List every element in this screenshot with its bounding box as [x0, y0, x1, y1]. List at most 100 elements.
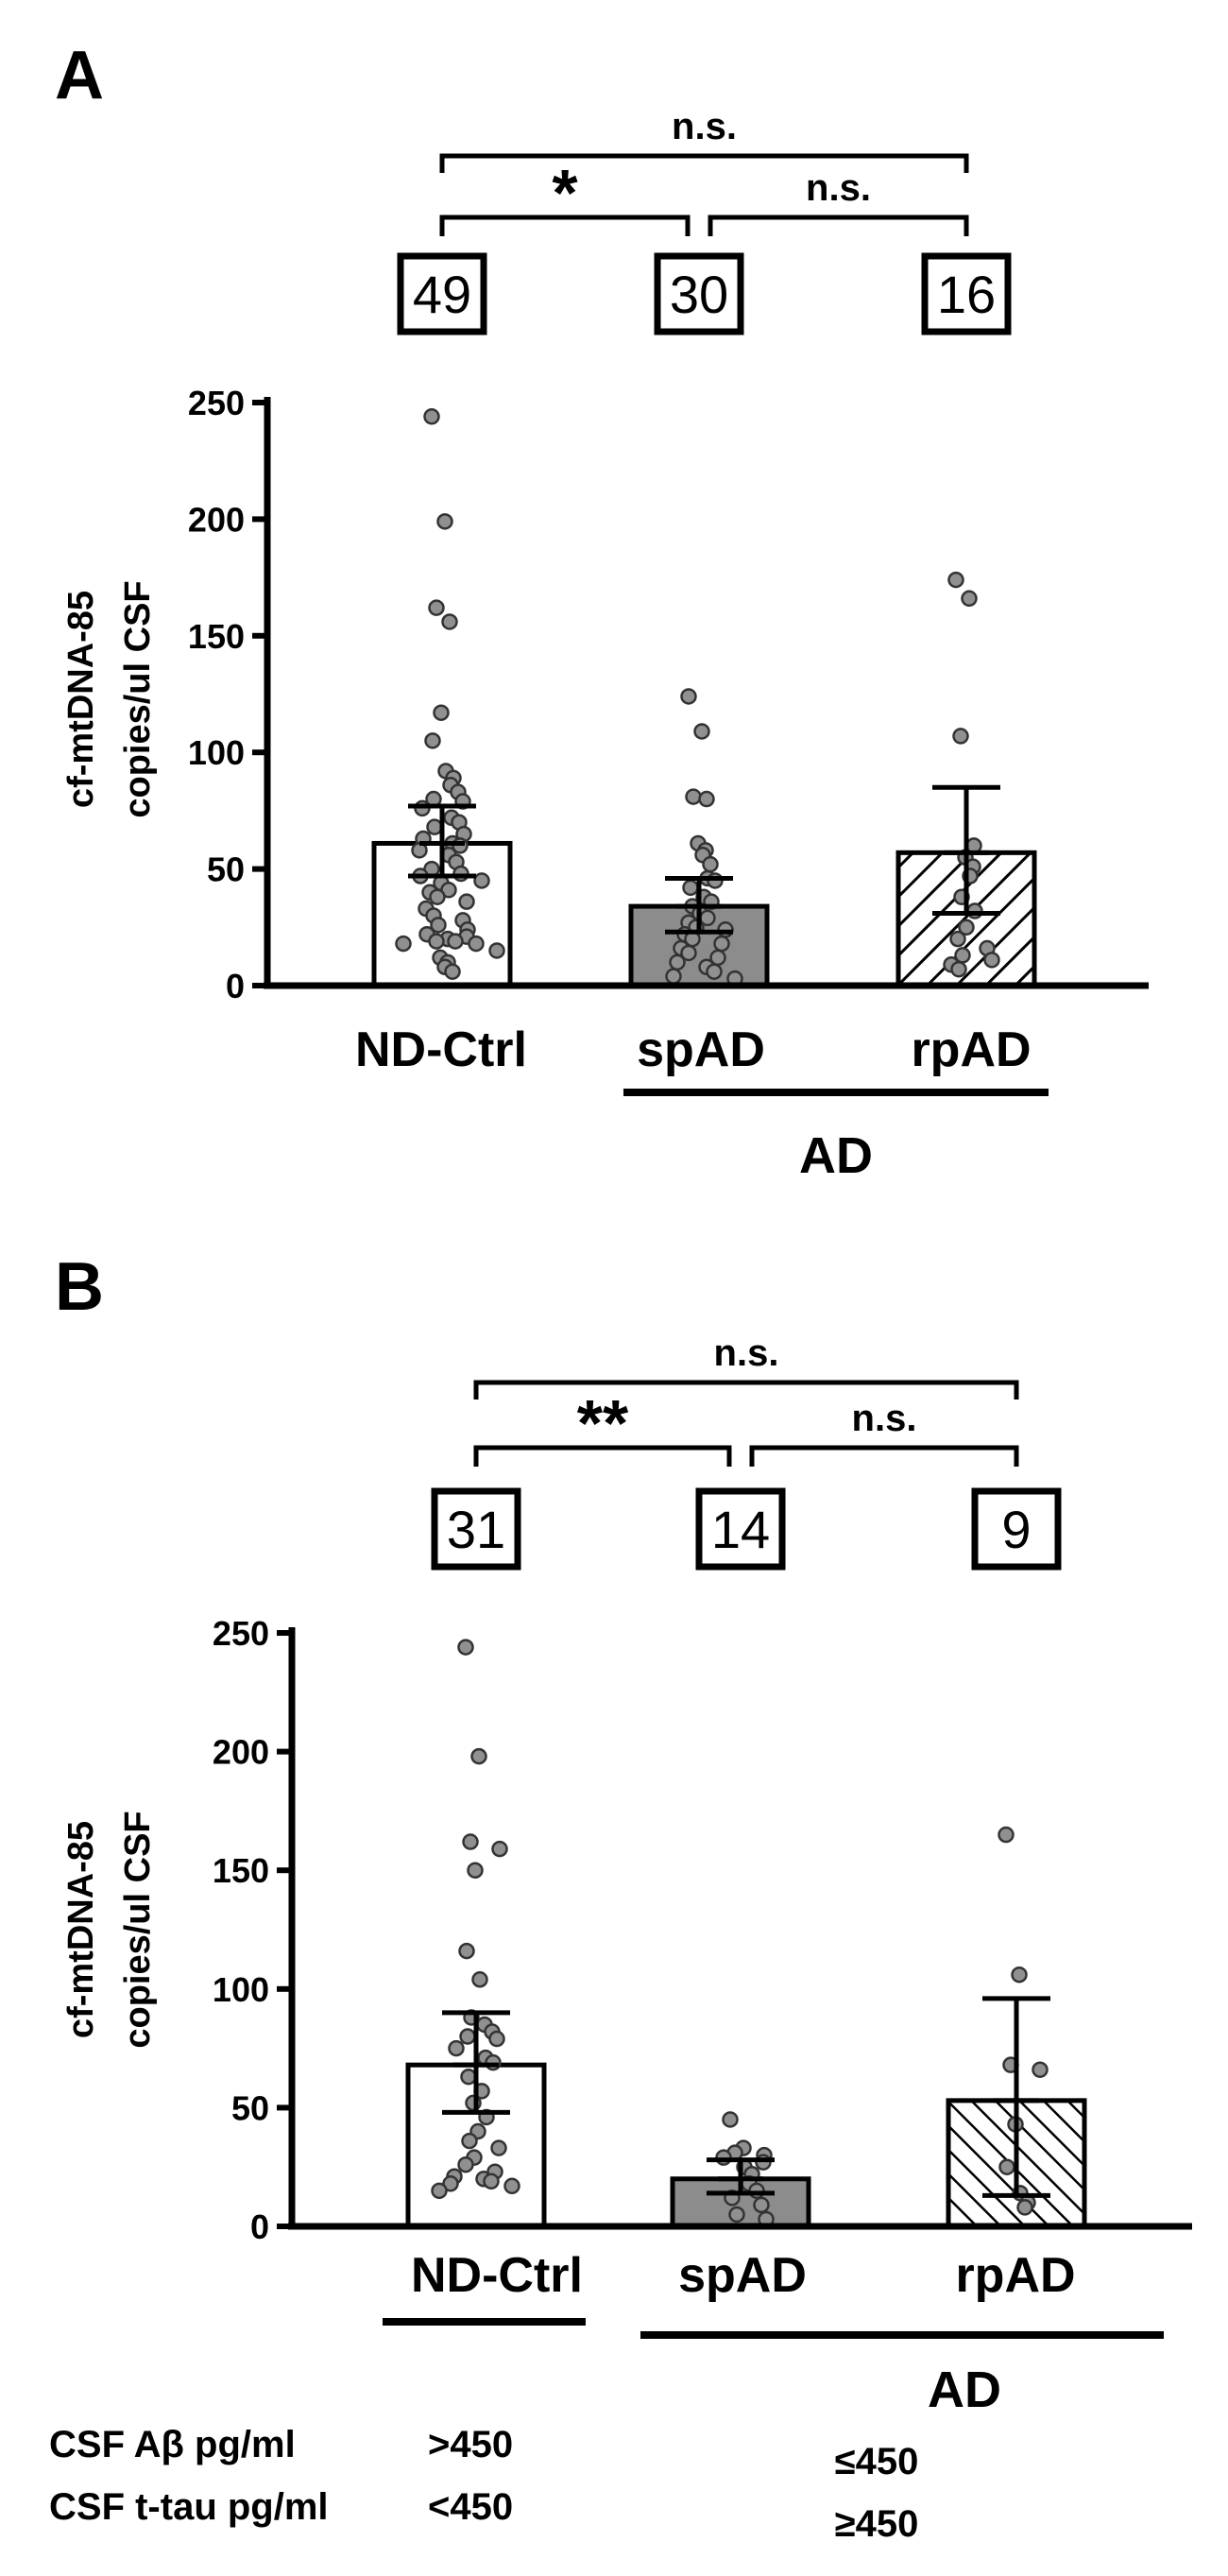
x-category-label: ND-Ctrl: [355, 1022, 527, 1077]
data-point: [468, 935, 485, 953]
sample-size-count: 16: [937, 265, 996, 324]
criteria-ctrl-value: <450: [428, 2486, 513, 2528]
data-point: [460, 2068, 477, 2086]
bracket-line: [439, 215, 691, 236]
data-point: [461, 2132, 478, 2150]
error-bar: [442, 2010, 510, 2115]
data-point: [442, 2175, 459, 2192]
y-tick-label: 100: [213, 1970, 269, 2009]
panel-a: A * n.s. n.s. 49 30 16 cf-mtDNA-85 copies/ul CSF…: [55, 38, 1149, 1184]
data-point: [685, 788, 702, 805]
data-point: [462, 1833, 479, 1850]
bracket-line: [749, 1445, 1019, 1467]
data-point: [755, 2154, 772, 2171]
data-point: [961, 590, 978, 608]
x-category-label: spAD: [678, 2248, 807, 2303]
ad-group-label: AD: [799, 1127, 873, 1184]
y-tick-label: 200: [213, 1733, 269, 1772]
data-point: [958, 919, 975, 936]
data-point: [702, 855, 719, 873]
y-tick-label: 0: [250, 2207, 269, 2246]
y-tick-label: 150: [188, 617, 245, 656]
data-point: [424, 732, 441, 749]
sample-size-count: 9: [1001, 1500, 1031, 1559]
bracket-label: n.s.: [672, 106, 737, 147]
criteria-ctrl-value: >450: [428, 2424, 513, 2465]
criteria-ad-value: ≥450: [835, 2503, 919, 2545]
ad-group-label: AD: [928, 2361, 1001, 2418]
y-axis-label: cf-mtDNA-85: [61, 591, 101, 808]
error-bar: [932, 784, 1000, 916]
error-bar: [707, 2157, 775, 2196]
data-point: [1032, 2061, 1049, 2078]
data-point: [458, 1942, 475, 1960]
y-tick-label: 50: [207, 850, 245, 889]
significance-bracket: n.s.: [473, 1332, 1019, 1400]
count-box-frame: [431, 1487, 521, 1571]
data-point: [728, 2206, 745, 2224]
data-point: [431, 2182, 448, 2200]
data-point: [423, 408, 440, 425]
data-point: [947, 571, 964, 589]
data-point: [448, 2039, 465, 2057]
significance-bracket: n.s.: [749, 1398, 1019, 1467]
data-point: [680, 944, 697, 962]
data-point: [693, 723, 710, 740]
bracket-label: n.s.: [806, 167, 871, 209]
data-point: [428, 933, 445, 950]
bracket-label: *: [552, 156, 578, 230]
y-tick-label: 200: [188, 500, 245, 539]
sample-size-box: 16: [921, 252, 1012, 335]
y-tick-label: 150: [213, 1851, 269, 1890]
data-point: [490, 2139, 507, 2156]
data-point: [1011, 1966, 1028, 1984]
data-point: [503, 2177, 520, 2195]
sample-size-box: 14: [695, 1487, 786, 1571]
significance-bracket: n.s.: [439, 106, 969, 173]
count-box-frame: [921, 252, 1012, 335]
bracket-line: [473, 1445, 732, 1467]
data-point: [706, 963, 723, 980]
data-point: [483, 2172, 500, 2190]
data-point: [447, 933, 464, 950]
criteria-label: CSF t-tau pg/ml: [49, 2486, 329, 2528]
data-point: [426, 818, 443, 835]
data-point: [467, 1862, 484, 1879]
data-point: [665, 968, 682, 985]
error-bar: [408, 803, 476, 879]
significance-bracket: *: [439, 156, 691, 236]
data-point: [1016, 2199, 1033, 2216]
data-point: [488, 2030, 505, 2048]
data-point: [713, 935, 730, 953]
data-point: [488, 942, 505, 959]
data-point: [429, 888, 446, 905]
y-tick-label: 250: [213, 1614, 269, 1653]
bracket-label: n.s.: [714, 1332, 779, 1374]
data-point: [441, 613, 458, 630]
bracket-line: [708, 215, 969, 236]
data-point: [470, 1747, 487, 1765]
data-point: [436, 513, 453, 530]
y-tick-label: 50: [231, 2088, 269, 2127]
data-point: [471, 1971, 488, 1988]
criteria-ad-value: ≤450: [835, 2441, 919, 2482]
y-axis-label: cf-mtDNA-85: [61, 1821, 101, 2038]
sample-size-box: 49: [397, 252, 487, 335]
x-category-label: rpAD: [911, 1022, 1031, 1077]
x-category-label: spAD: [637, 1022, 765, 1077]
criteria-label: CSF Aβ pg/ml: [49, 2424, 296, 2465]
panel-letter: A: [55, 38, 104, 113]
bracket-label: n.s.: [852, 1398, 917, 1439]
data-point: [748, 2182, 765, 2200]
sample-size-box: 9: [971, 1487, 1062, 1571]
bracket-label: **: [577, 1386, 629, 1460]
data-point: [444, 963, 461, 980]
bracket-line: [439, 153, 969, 173]
data-point: [669, 953, 686, 971]
data-point: [682, 879, 699, 897]
data-point: [457, 1639, 474, 1656]
data-point: [485, 2053, 502, 2071]
data-point: [430, 917, 447, 934]
panel-b: B ** n.s. n.s. 31 14 9 cf-mtDNA-85 copies/ul CSF…: [49, 1249, 1192, 2545]
